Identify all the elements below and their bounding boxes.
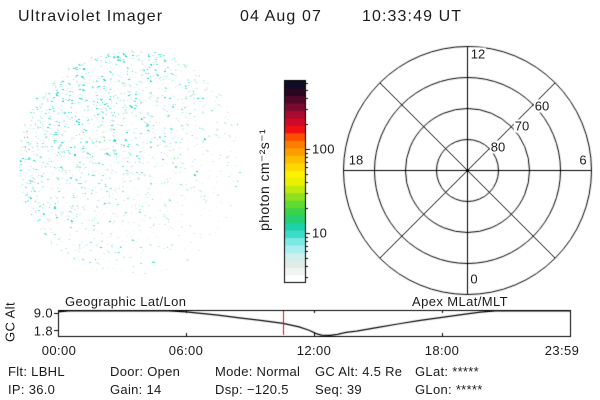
strip-xtick-0000: 00:00	[41, 343, 77, 358]
polar-mlt-12-label: 12	[469, 46, 487, 62]
strip-ytick-1_8: 1.8	[33, 323, 53, 339]
polar-mlat-60-label: 60	[533, 98, 551, 114]
status-gcalt: GC Alt: 4.5 Re	[315, 364, 403, 379]
page-title: Ultraviolet Imager	[18, 8, 164, 25]
date-readout: 04 Aug 07	[240, 8, 322, 25]
polar-mlt-6-label: 6	[578, 152, 588, 168]
time-readout: 10:33:49 UT	[362, 8, 463, 25]
status-flt: Flt: LBHL	[8, 364, 65, 379]
status-mode: Mode: Normal	[215, 364, 301, 379]
strip-ylabel: GC Alt	[2, 302, 18, 342]
status-glon: GLon: *****	[415, 382, 483, 397]
status-glat: GLat: *****	[415, 364, 480, 379]
colorbar-tick-100: 100	[312, 141, 335, 157]
status-row-1: Flt: LBHL Door: Open Mode: Normal GC Alt…	[0, 364, 600, 379]
status-row-2: IP: 36.0 Gain: 14 Dsp: −120.5 Seq: 39 GL…	[0, 382, 600, 397]
strip-xtick-1800: 18:00	[424, 343, 460, 358]
status-seq: Seq: 39	[315, 382, 362, 397]
polar-mlt-0-label: 0	[469, 271, 479, 287]
strip-ytick-9: 9.0	[33, 305, 53, 321]
status-dsp: Dsp: −120.5	[215, 382, 289, 397]
strip-xtick-2359: 23:59	[544, 343, 580, 358]
strip-title-apex: Apex MLat/MLT	[412, 294, 508, 309]
polar-mlat-70-label: 70	[513, 118, 531, 134]
strip-title-geographic: Geographic Lat/Lon	[65, 294, 187, 309]
polar-mlt-18-label: 18	[347, 152, 365, 168]
strip-xtick-0600: 06:00	[168, 343, 204, 358]
status-door: Door: Open	[110, 364, 181, 379]
colorbar-tick-10: 10	[312, 225, 328, 241]
status-gain: Gain: 14	[110, 382, 162, 397]
status-ip: IP: 36.0	[8, 382, 56, 397]
colorbar-axis-label: photon cm⁻²s⁻¹	[256, 128, 272, 232]
strip-xtick-1200: 12:00	[296, 343, 332, 358]
polar-mlat-80-label: 80	[489, 139, 507, 155]
